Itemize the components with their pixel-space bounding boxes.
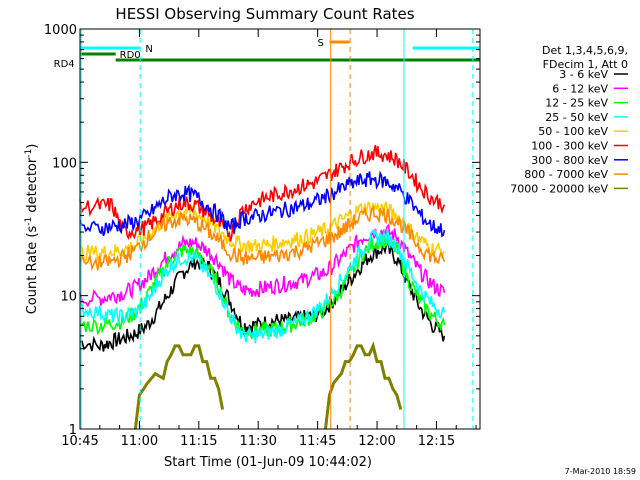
legend-label-1: 6 - 12 keV [552,82,608,95]
y-tick-label-1: 100 [52,156,77,171]
y-label-main: Count Rate (s [25,226,40,315]
series-line-6 [79,170,446,238]
legend-label-7: 800 - 7000 keV [524,168,608,181]
y-label-mid: detector [25,157,40,217]
legend-label-6: 300 - 800 keV [531,154,608,167]
plot-frame [79,28,481,430]
flag-label-2: RD4 [54,59,75,70]
y-tick-label-2: 1000 [44,23,77,38]
legend-label-8: 7000 - 20000 keV [510,182,608,195]
legend-label-4: 50 - 100 keV [538,125,608,138]
x-axis-ticks: 10:45 11:00 11:15 11:30 11:45 12:00 12:15 [61,29,477,449]
series-line-7 [79,205,446,272]
x-axis-label: Start Time (01-Jun-09 10:44:02) [164,455,372,470]
y-tick-label-min: 1 [69,423,77,438]
y-label-end: ) [25,144,40,149]
y-tick-label-0: 10 [60,290,77,305]
x-tick-label-0: 10:45 [61,434,98,449]
x-tick-label-5: 12:00 [358,434,395,449]
legend-label-3: 25 - 50 keV [545,111,608,124]
series-line-9 [324,341,403,430]
series-line-3 [79,228,446,344]
x-tick-label-4: 11:45 [299,434,336,449]
legend-label-0: 3 - 6 keV [559,68,608,81]
legend-header-1: FDecim 1, Att 0 [543,58,628,71]
legend-header-0: Det 1,3,4,5,6,9, [542,44,628,57]
y-axis-label: Count Rate (s-1 detector-1) [24,144,40,315]
flag-label-0: N [145,44,152,55]
x-tick-label-3: 11:30 [239,434,276,449]
chart-title: HESSI Observing Summary Count Rates [115,5,414,23]
series-group [79,144,446,430]
y-axis-ticks: 10 100 1000 1 [44,23,480,438]
flag-label-3: S [318,38,324,49]
y-label-sup2: -1 [24,149,34,158]
legend: Det 1,3,4,5,6,9,FDecim 1, Att 03 - 6 keV… [510,44,628,195]
vertical-markers [80,29,474,429]
x-tick-label-6: 12:15 [418,434,455,449]
x-tick-label-2: 11:15 [180,434,217,449]
footer-date: 7-Mar-2010 18:59 [565,467,636,476]
legend-label-2: 12 - 25 keV [545,97,608,110]
series-line-5 [79,144,446,242]
flag-label-1: RD0 [120,50,141,61]
x-tick-label-1: 11:00 [121,434,158,449]
y-label-sup1: -1 [24,217,34,226]
legend-label-5: 100 - 300 keV [531,140,608,153]
flag-bars: N RD0 RD4 S [54,38,480,70]
series-line-8 [133,344,225,430]
